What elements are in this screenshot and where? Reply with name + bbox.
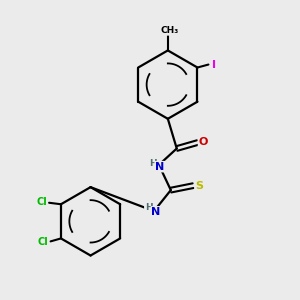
Text: N: N: [151, 207, 160, 217]
Text: CH₃: CH₃: [160, 26, 178, 35]
Text: S: S: [195, 181, 203, 191]
Text: H: H: [149, 160, 157, 169]
Text: Cl: Cl: [36, 197, 47, 208]
Text: I: I: [212, 59, 216, 70]
Text: Cl: Cl: [38, 237, 49, 247]
Text: N: N: [155, 162, 164, 172]
Text: H: H: [145, 203, 152, 212]
Text: O: O: [199, 137, 208, 147]
